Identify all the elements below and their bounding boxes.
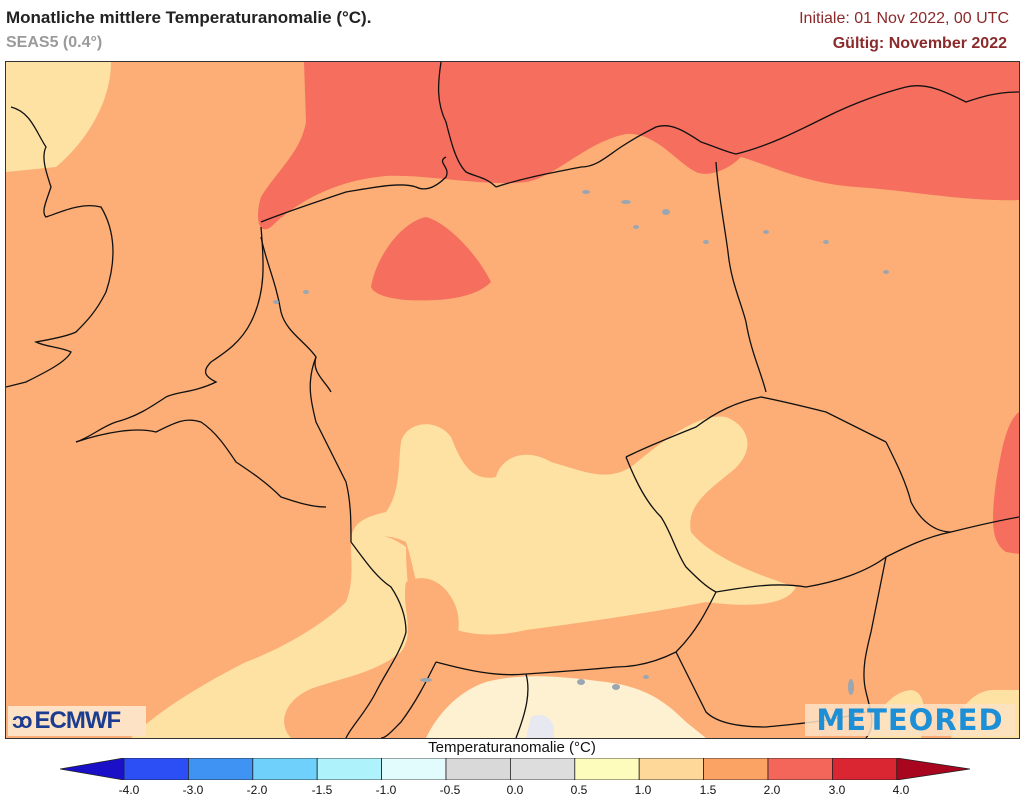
north-sea-coast (260, 156, 448, 223)
temperature-anomaly-map[interactable]: ↄↄ ECMWF METEORED (5, 61, 1020, 739)
colorbar-tick: 0.5 (570, 783, 588, 797)
germany-france-border (345, 541, 407, 738)
germany-belgium-lux-border (309, 356, 352, 543)
germany-czech-south-border (625, 456, 717, 593)
uk-coastline (6, 106, 114, 388)
colorbar-tick: 1.5 (699, 783, 717, 797)
valid-period: Gültig: November 2022 (832, 35, 1007, 52)
austria-italy-border (515, 673, 529, 738)
anomaly-zone-2.0-3.0-north (258, 62, 1019, 230)
ecmwf-emblem-icon: ↄↄ (12, 708, 33, 733)
borders (6, 62, 1019, 738)
alps-terrain (426, 676, 706, 738)
colorbar-min-arrow (59, 757, 125, 781)
germany-poland-border (715, 161, 767, 393)
colorbar-tick: 3.0 (828, 783, 846, 797)
colorbar-tick: 0.0 (506, 783, 524, 797)
benelux-coastline (75, 226, 264, 443)
meteored-logo: METEORED (805, 703, 1015, 737)
colorbar (59, 757, 971, 781)
map-layers (6, 62, 1019, 738)
czech-slovakia-border (885, 441, 952, 533)
colorbar-tick: 1.0 (634, 783, 652, 797)
anomaly-zone-1.0-1.5-northwest (6, 62, 111, 172)
anomaly-zone-2.0-3.0-lowersaxony (371, 217, 491, 301)
colorbar-ticks: -4.0 -3.0 -2.0 -1.5 -1.0 -0.5 0.0 0.5 1.… (0, 783, 1024, 799)
colorbar-title: Temperaturanomalie (°C) (428, 739, 596, 756)
germany-netherlands-border (260, 236, 332, 393)
ecmwf-logo: ↄↄ ECMWF (8, 706, 146, 736)
anomaly-zone-1.0-1.5-south-germany (351, 416, 796, 635)
colorbar-max-arrow (896, 757, 971, 781)
map-title: Monatliche mittlere Temperaturanomalie (… (6, 8, 372, 27)
colorbar-tick: -3.0 (182, 783, 204, 797)
colorbar-tick: 4.0 (892, 783, 910, 797)
alps-glacier (526, 715, 554, 738)
lakes (273, 190, 889, 695)
model-subtitle: SEAS5 (0.4°) (6, 34, 103, 51)
colorbar-tick: 2.0 (763, 783, 781, 797)
germany-austria-border (435, 591, 717, 676)
colorbar-tick: -2.0 (246, 783, 268, 797)
colorbar-tick: -4.0 (118, 783, 140, 797)
initialization-time: Initiale: 01 Nov 2022, 00 UTC (799, 10, 1009, 27)
colorbar-tick: -0.5 (439, 783, 461, 797)
jutland-coast (437, 62, 497, 188)
colorbar-tick: -1.0 (375, 783, 397, 797)
germany-czech-border (625, 396, 887, 458)
colorbar-graphic (59, 757, 971, 781)
baltic-coast (495, 85, 1019, 188)
anomaly-zone-1.5-2.0-alps-north (284, 578, 459, 738)
colorbar-tick: -1.5 (311, 783, 333, 797)
belgium-france-border (75, 419, 327, 508)
